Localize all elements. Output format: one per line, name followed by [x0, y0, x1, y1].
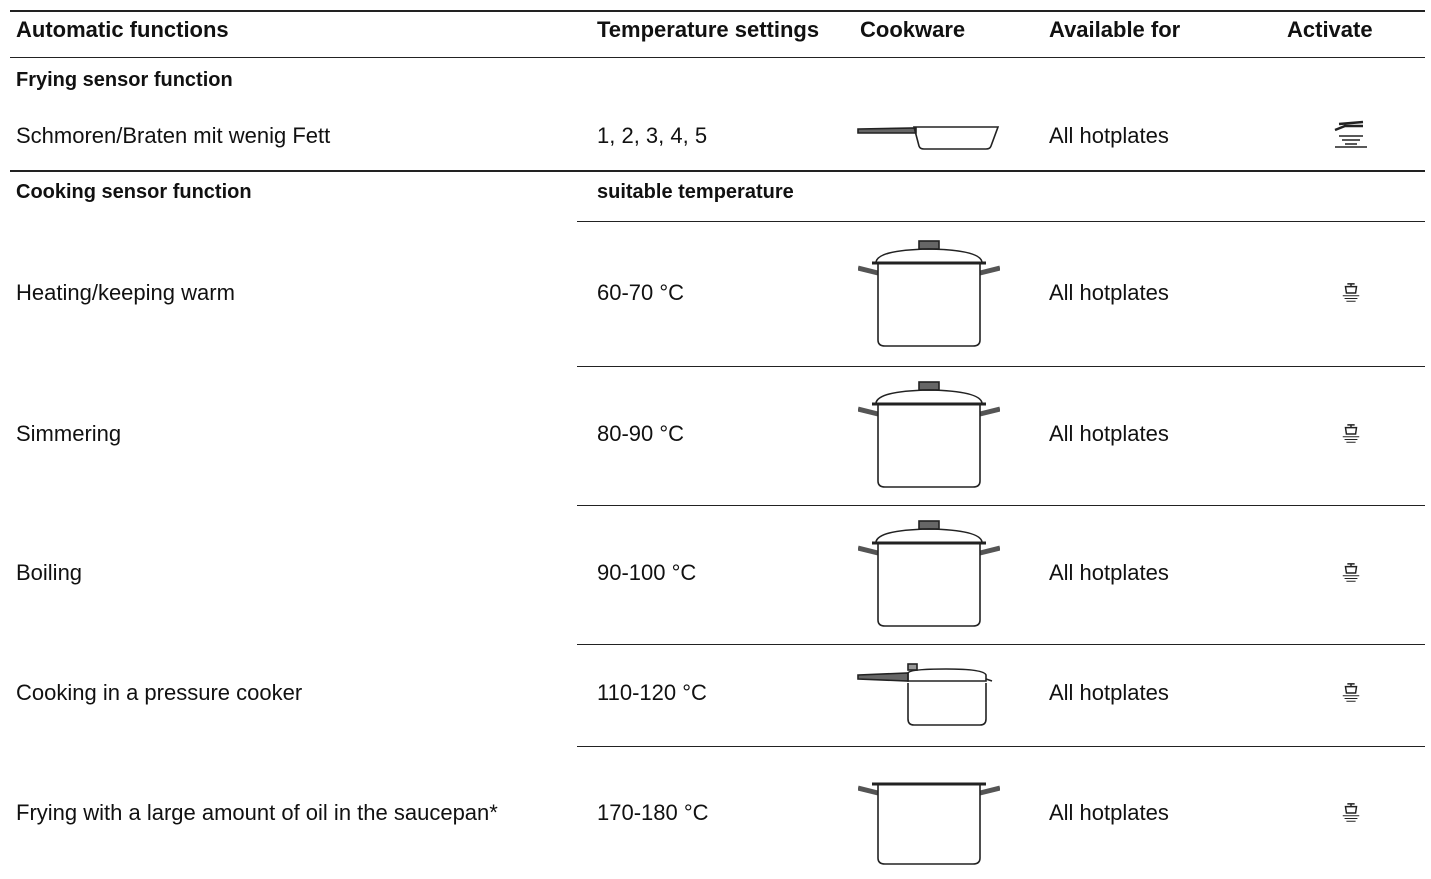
temperature: 90-100 °C — [597, 560, 697, 585]
available: All hotplates — [1049, 421, 1169, 446]
function: Boiling — [16, 560, 83, 585]
activate-icon — [1340, 682, 1362, 704]
function: Frying with a large amount of oil in the… — [16, 800, 498, 825]
rule — [10, 57, 1425, 58]
rule — [577, 366, 1425, 367]
rule — [577, 505, 1425, 506]
pan-icon — [857, 126, 1000, 150]
available: All hotplates — [1049, 123, 1169, 148]
header-cell: Available for — [1049, 17, 1181, 42]
pot-icon — [858, 240, 1000, 350]
function: Schmoren/Braten mit wenig Fett — [16, 123, 331, 148]
temperature: 1, 2, 3, 4, 5 — [597, 123, 708, 148]
pressure-cooker-icon — [857, 663, 993, 726]
available: All hotplates — [1049, 680, 1169, 705]
function: Simmering — [16, 421, 122, 446]
available: All hotplates — [1049, 800, 1169, 825]
header-cell: Cookware — [860, 17, 966, 42]
activate-icon — [1340, 562, 1362, 584]
rule — [577, 221, 1425, 222]
rule — [10, 10, 1425, 12]
pot-icon — [858, 381, 1000, 491]
pot-icon — [858, 520, 1000, 630]
temperature: 170-180 °C — [597, 800, 709, 825]
function: Cooking in a pressure cooker — [16, 680, 303, 705]
available: All hotplates — [1049, 560, 1169, 585]
temperature: 60-70 °C — [597, 280, 685, 305]
available: All hotplates — [1049, 280, 1169, 305]
section-subtitle: suitable temperature — [597, 181, 794, 203]
activate-icon — [1340, 282, 1362, 304]
activate-icon — [1340, 802, 1362, 824]
function: Heating/keeping warm — [16, 280, 235, 305]
temperature: 110-120 °C — [597, 680, 707, 705]
header-cell: Temperature settings — [597, 17, 820, 42]
rule — [10, 170, 1425, 172]
section-title: Frying sensor function — [16, 69, 233, 91]
temperature: 80-90 °C — [597, 421, 685, 446]
section-title: Cooking sensor function — [16, 181, 252, 203]
header-cell: Automatic functions — [16, 17, 229, 42]
activate-icon — [1340, 423, 1362, 445]
pot-icon — [858, 780, 1000, 870]
rule — [577, 644, 1425, 645]
activate-icon — [1334, 120, 1367, 148]
header-cell: Activate — [1287, 17, 1373, 42]
rule — [577, 746, 1425, 747]
